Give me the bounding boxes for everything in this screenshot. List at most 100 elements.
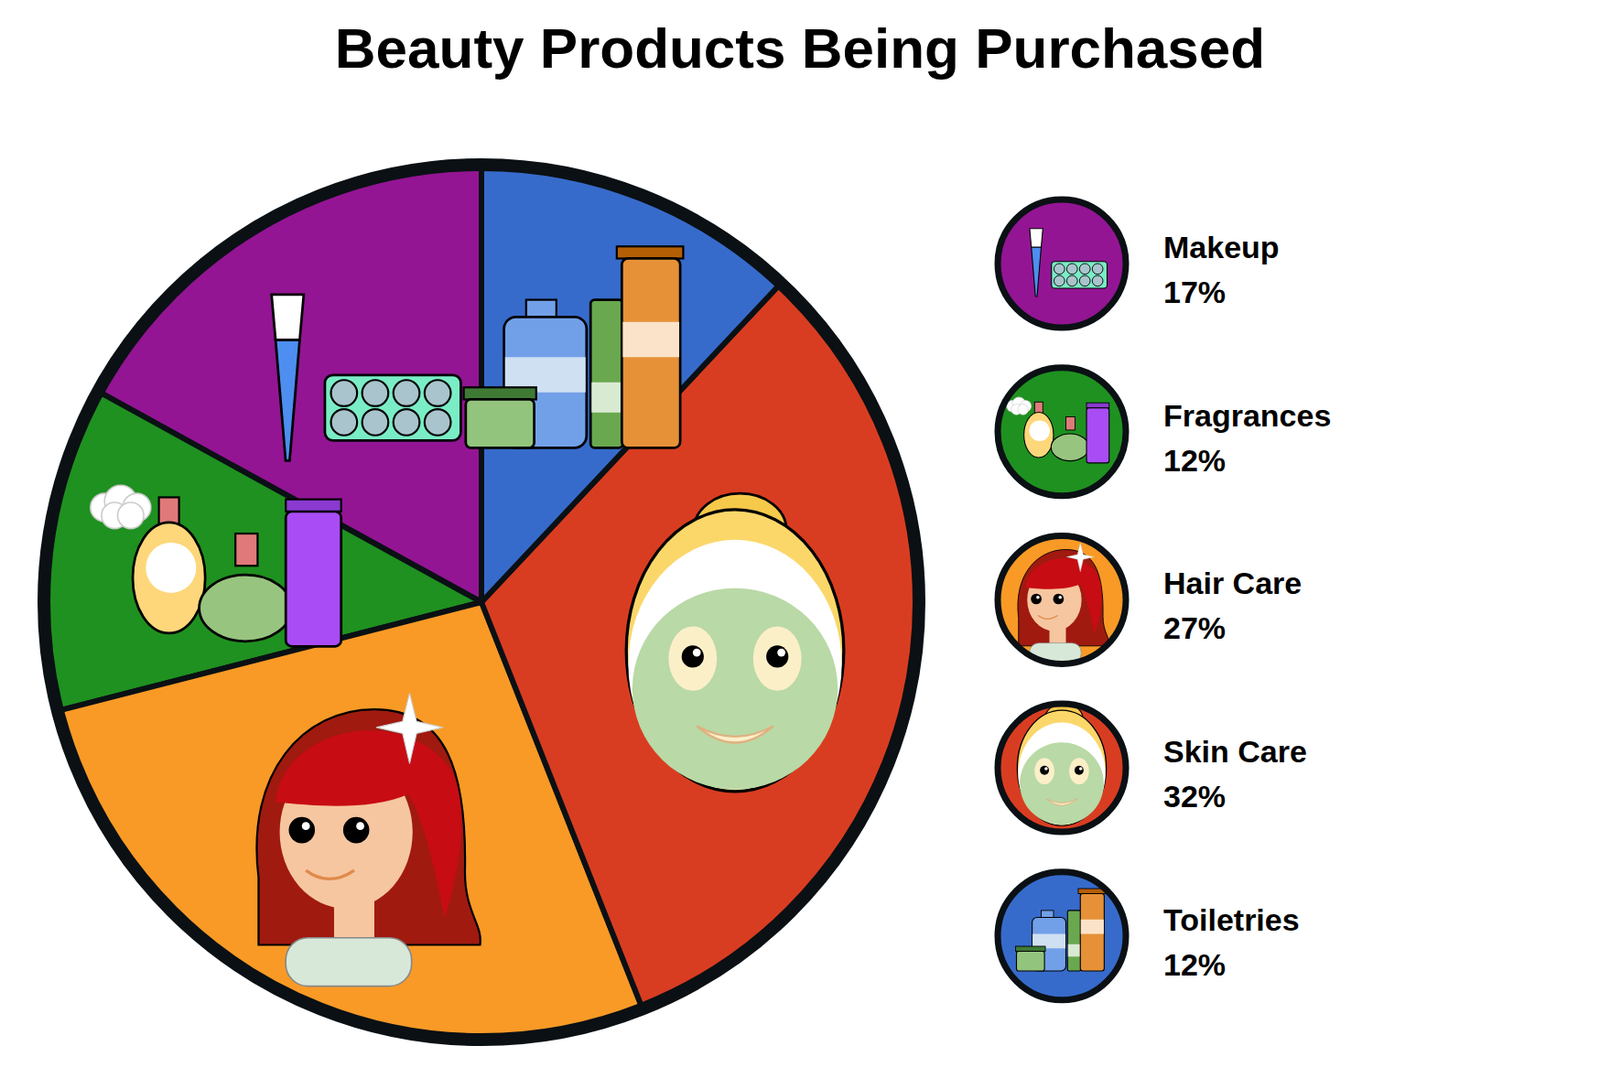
icon-palette bbox=[1051, 261, 1108, 289]
icon-palette bbox=[324, 375, 462, 442]
icon-eye-glint bbox=[302, 821, 311, 831]
slice-icon bbox=[256, 692, 480, 986]
legend-value: 32% bbox=[1163, 778, 1226, 814]
legend-swatch bbox=[997, 367, 1126, 497]
chart: Beauty Products Being PurchasedMakeup17%… bbox=[0, 0, 1600, 1089]
legend-label: Toiletries bbox=[1163, 902, 1300, 938]
icon-bottle-label bbox=[1028, 421, 1050, 443]
icon-brush-handle bbox=[275, 339, 300, 461]
legend-swatch-border bbox=[997, 703, 1126, 833]
icon-bottle-label bbox=[145, 542, 196, 594]
legend-item: Fragrances 12% bbox=[997, 367, 1331, 497]
legend-icon-clip bbox=[1017, 542, 1110, 663]
icon-smile bbox=[696, 725, 774, 743]
icon-eye bbox=[343, 817, 370, 844]
icon-palette-pan bbox=[1066, 275, 1078, 287]
icon-smile bbox=[305, 870, 355, 879]
icon-sparkle bbox=[1066, 542, 1094, 573]
legend-swatch bbox=[997, 703, 1126, 833]
legend-item: Makeup17% bbox=[997, 199, 1280, 328]
icon-jar bbox=[1016, 951, 1046, 972]
icon-label bbox=[1081, 919, 1104, 935]
icon-palette-pan bbox=[362, 379, 390, 407]
icon-cap bbox=[1066, 417, 1076, 431]
slice-icon bbox=[626, 493, 844, 792]
icon-hair-back bbox=[256, 709, 480, 945]
pie-border bbox=[43, 164, 919, 1040]
icon-mask bbox=[632, 588, 838, 790]
legend-label: Fragrances bbox=[1163, 398, 1331, 433]
legend-swatch bbox=[997, 872, 1126, 1001]
icon-eye bbox=[681, 645, 704, 668]
icon-label bbox=[622, 322, 680, 358]
icon-eye-ring bbox=[1034, 757, 1055, 785]
icon-palette-pan bbox=[424, 409, 452, 436]
icon-mist bbox=[90, 485, 152, 529]
icon-label bbox=[1068, 944, 1082, 958]
icon-eye bbox=[766, 645, 789, 668]
legend-swatch-border bbox=[997, 872, 1126, 1001]
pie bbox=[43, 164, 919, 1040]
icon-cap bbox=[1086, 402, 1110, 408]
icon-head bbox=[626, 509, 844, 792]
legend-value: 27% bbox=[1163, 610, 1226, 646]
icon-eye-glint bbox=[356, 821, 365, 831]
icon-palette-pan bbox=[331, 379, 358, 407]
icon-eye-glint bbox=[1079, 767, 1083, 771]
icon-pump bbox=[526, 300, 557, 319]
legend-value: 12% bbox=[1163, 443, 1226, 478]
icon-eye-glint bbox=[1036, 595, 1040, 600]
slice-icon bbox=[464, 246, 684, 448]
legend-value: 17% bbox=[1163, 274, 1226, 310]
icon-brush-tip bbox=[271, 294, 304, 341]
icon-palette-pan bbox=[1053, 275, 1065, 287]
icon-hair-front bbox=[275, 730, 462, 918]
icon-eye-ring bbox=[668, 626, 717, 691]
slice-icon bbox=[90, 485, 342, 647]
legend-icon-clip bbox=[1029, 228, 1108, 297]
legend-swatch-border bbox=[997, 535, 1126, 664]
icon-bottle bbox=[132, 522, 206, 634]
legend-icon bbox=[1006, 397, 1110, 464]
legend-swatch bbox=[997, 535, 1126, 664]
icon-tube bbox=[1067, 910, 1081, 972]
legend-item: Hair Care 27% bbox=[997, 535, 1302, 664]
icon-sparkle bbox=[376, 692, 444, 764]
icon-eye bbox=[1074, 766, 1084, 776]
icon-eye-ring bbox=[753, 626, 802, 691]
legend-swatch-border bbox=[997, 367, 1126, 497]
legend-icon bbox=[1017, 542, 1110, 663]
legend-label: Hair Care bbox=[1163, 565, 1302, 601]
icon-jar bbox=[465, 399, 535, 448]
icon-headband bbox=[1017, 723, 1105, 826]
icon-head bbox=[1016, 710, 1106, 826]
legend-value: 12% bbox=[1163, 947, 1226, 983]
icon-smile bbox=[1037, 616, 1059, 620]
legend: Makeup17% Fragrances 12% Hair Care 27% Skin C… bbox=[997, 199, 1331, 1001]
icon-palette-pan bbox=[1066, 263, 1078, 275]
legend-icon bbox=[1016, 703, 1106, 826]
icon-eye-glint bbox=[692, 648, 702, 658]
legend-icon bbox=[1029, 228, 1108, 297]
icon-eye-ring bbox=[1069, 757, 1090, 785]
icon-bottle bbox=[1050, 433, 1089, 462]
icon-palette-pan bbox=[1091, 263, 1103, 275]
pie-slice bbox=[481, 283, 919, 1010]
icon-palette-pan bbox=[1053, 263, 1065, 275]
legend-icon bbox=[1016, 888, 1106, 972]
icon-brush-tip bbox=[1029, 228, 1043, 248]
icon-jar-lid bbox=[464, 387, 537, 400]
icon-palette-pan bbox=[424, 379, 452, 407]
icon-bottle bbox=[1024, 412, 1054, 459]
icon-label bbox=[591, 382, 622, 413]
icon-bottle bbox=[1080, 893, 1104, 972]
legend-item: Skin Care32% bbox=[997, 703, 1308, 833]
icon-mist bbox=[1006, 397, 1032, 415]
icon-bottle bbox=[199, 574, 292, 642]
legend-icon-clip bbox=[1016, 703, 1106, 826]
icon-eye-glint bbox=[777, 648, 786, 658]
slice-icon bbox=[271, 294, 462, 462]
icon-smile bbox=[1046, 799, 1078, 806]
icon-eye bbox=[1053, 594, 1065, 606]
icon-palette-pan bbox=[393, 379, 421, 407]
